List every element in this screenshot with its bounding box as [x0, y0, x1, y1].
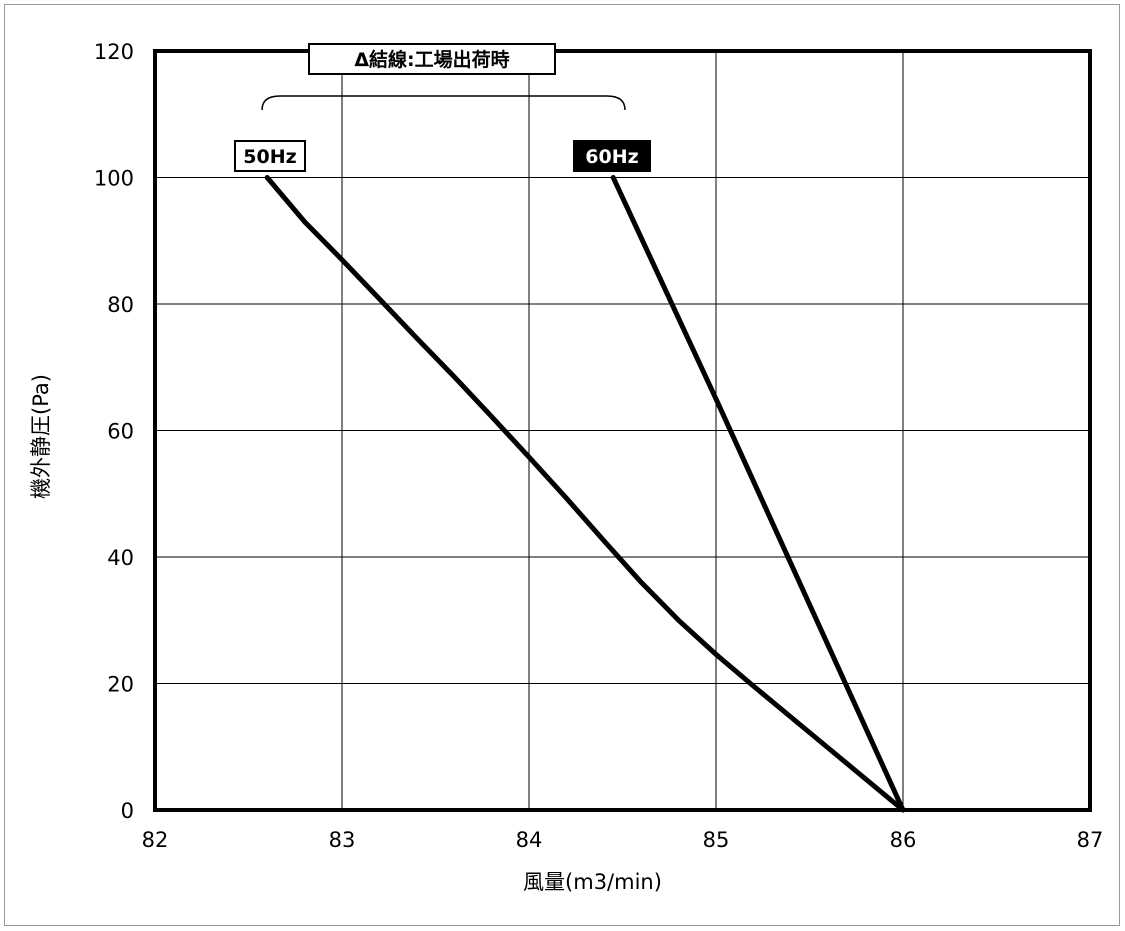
legend-50hz-box: [234, 140, 306, 172]
series-lines: [264, 175, 906, 813]
legend-60hz-box: [573, 140, 651, 172]
y-axis-label: 機外静圧(Pa): [29, 374, 53, 499]
annotation-box: [308, 43, 556, 75]
series-line-60hz: [610, 175, 906, 813]
legend-50hz-label: 50Hz: [243, 146, 296, 168]
x-axis-label: 風量(m3/min): [523, 870, 662, 894]
y-tick-label: 120: [94, 40, 134, 64]
chart-frame: [4, 4, 1120, 926]
y-tick-labels: 0 20 40 60 80 100 120: [94, 40, 134, 823]
x-tick-label: 82: [142, 828, 169, 852]
y-tick-label: 20: [107, 673, 134, 697]
y-tick-label: 80: [107, 293, 134, 317]
annotation-bracket: [261, 95, 626, 111]
annotation-text: Δ結線:工場出荷時: [354, 48, 509, 71]
x-tick-label: 86: [890, 828, 917, 852]
y-tick-label: 0: [121, 799, 134, 823]
y-tick-label: 40: [107, 546, 134, 570]
series-line-50hz: [264, 175, 906, 813]
x-tick-label: 87: [1077, 828, 1104, 852]
x-tick-label: 84: [516, 828, 543, 852]
x-tick-label: 83: [329, 828, 356, 852]
y-tick-label: 100: [94, 167, 134, 191]
y-tick-label: 60: [107, 420, 134, 444]
x-tick-labels: 82 83 84 85 86 87: [142, 828, 1104, 852]
x-tick-label: 85: [703, 828, 730, 852]
legend-60hz-label: 60Hz: [585, 146, 638, 168]
plot-area-border: [153, 49, 1092, 812]
